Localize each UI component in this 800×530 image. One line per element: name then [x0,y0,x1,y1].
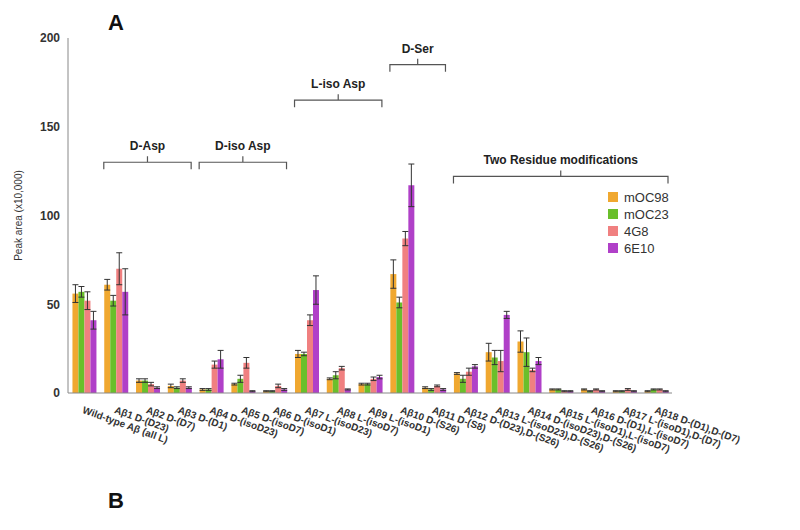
svg-text:Aβ11 D-(S8): Aβ11 D-(S8) [430,404,488,434]
svg-text:Aβ7 L-(isoD23): Aβ7 L-(isoD23) [303,404,374,439]
svg-text:L-iso Asp: L-iso Asp [311,77,365,91]
svg-text:Wild-type Aβ (all L): Wild-type Aβ (all L) [81,404,170,446]
html-text:6E10: 6E10 [624,240,655,256]
svg-text:D-Ser: D-Ser [402,42,434,56]
svg-text:0: 0 [53,386,60,400]
svg-text:Aβ13 L-(isoD23),D-(S26): Aβ13 L-(isoD23),D-(S26) [494,404,606,454]
html-text:4G8: 4G8 [624,223,649,239]
svg-text:Aβ14 D-(isoD23),D-(S26): Aβ14 D-(isoD23),D-(S26) [526,404,639,454]
svg-text:200: 200 [40,31,60,45]
svg-text:Aβ8 L-(isoD7): Aβ8 L-(isoD7) [335,404,401,437]
svg-text:Peak area (x10,000): Peak area (x10,000) [13,170,24,261]
svg-text:150: 150 [40,120,60,134]
svg-text:Aβ18 D-(D1),D-(D7): Aβ18 D-(D1),D-(D7) [653,404,741,445]
svg-text:B: B [108,488,124,513]
svg-text:50: 50 [47,298,61,312]
svg-text:A: A [108,10,124,35]
svg-text:Two Residue modifications: Two Residue modifications [484,153,639,167]
svg-text:Aβ16 D-(D1),L-(isoD7): Aβ16 D-(D1),L-(isoD7) [589,404,691,450]
svg-text:Aβ6 D-(isoD1): Aβ6 D-(isoD1) [271,404,338,438]
svg-text:100: 100 [40,209,60,223]
svg-text:Aβ10 D-(S26): Aβ10 D-(S26) [399,404,462,436]
svg-text:Aβ5 D-(isoD7): Aβ5 D-(isoD7) [240,404,306,438]
svg-text:Aβ17 L-(isoD1),D-(D7): Aβ17 L-(isoD1),D-(D7) [621,404,723,450]
html-text:mOC98: mOC98 [624,189,669,205]
svg-text:Aβ2 D-(D7): Aβ2 D-(D7) [144,404,198,433]
svg-text:Aβ15 L-(isoD1),L-(isoD7): Aβ15 L-(isoD1),L-(isoD7) [558,404,672,455]
svg-text:D-Asp: D-Asp [130,139,165,153]
html-text:mOC23: mOC23 [624,206,669,222]
svg-text:Aβ12 D-(D23),D-(S26): Aβ12 D-(D23),D-(S26) [462,404,561,449]
svg-text:Aβ9 L-(isoD1): Aβ9 L-(isoD1) [367,404,433,437]
svg-text:Aβ4 D-(isoD23): Aβ4 D-(isoD23) [208,404,280,439]
svg-text:Aβ1 D-(D23): Aβ1 D-(D23) [112,404,171,435]
svg-text:Aβ3 D-(D1): Aβ3 D-(D1) [176,404,229,433]
svg-text:D-iso Asp: D-iso Asp [215,139,271,153]
